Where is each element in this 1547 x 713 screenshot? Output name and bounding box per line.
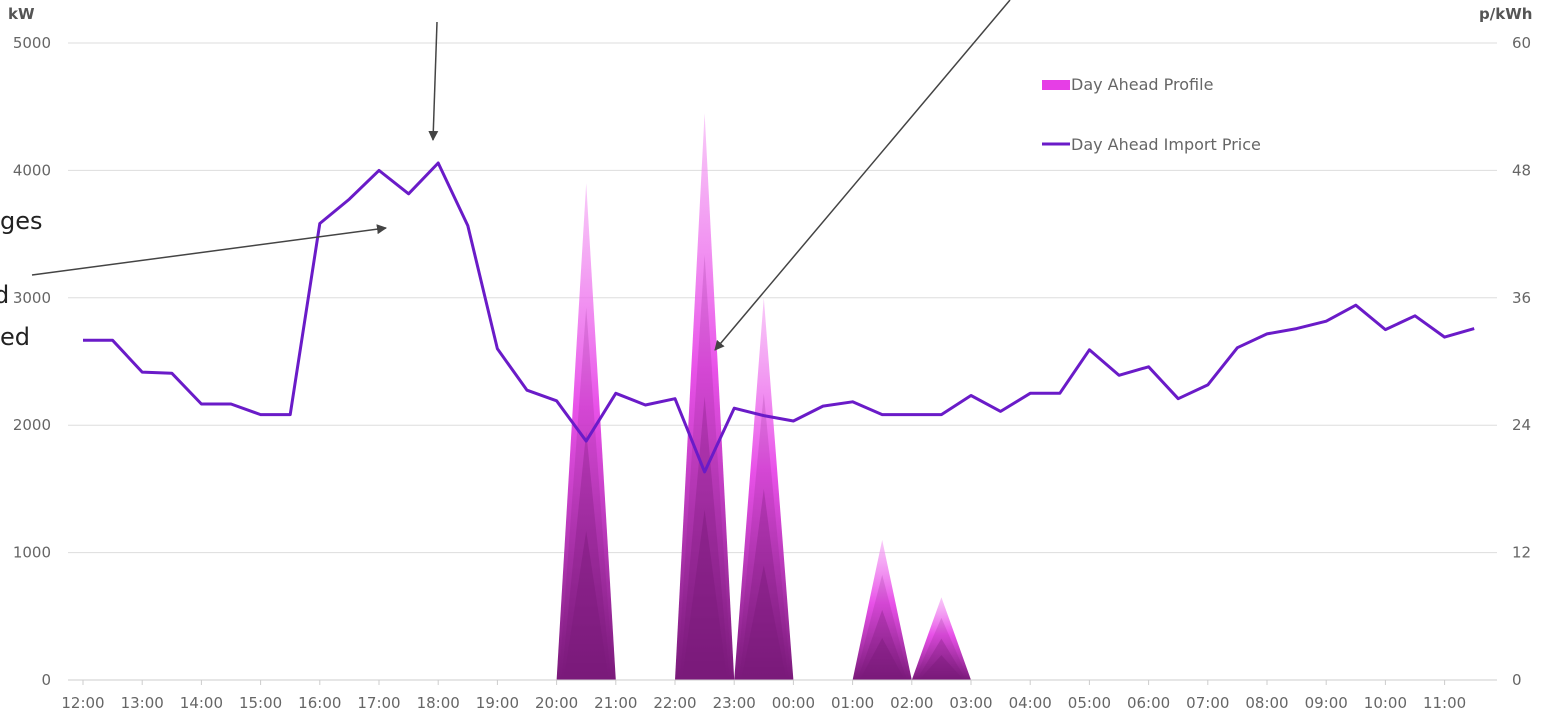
- y-right-tick-label: 48: [1512, 161, 1531, 179]
- y-right-tick-label: 24: [1512, 416, 1531, 434]
- legend-label-profile: Day Ahead Profile: [1071, 75, 1213, 94]
- annotation-text-1: ges: [0, 207, 43, 235]
- x-tick-label: 08:00: [1245, 694, 1288, 712]
- gridlines: [68, 43, 1497, 553]
- x-tick-label: 12:00: [61, 694, 104, 712]
- x-tick-label: 19:00: [476, 694, 519, 712]
- x-tick-label: 02:00: [890, 694, 933, 712]
- x-tick-label: 13:00: [121, 694, 164, 712]
- x-tick-label: 07:00: [1186, 694, 1229, 712]
- y-left-tick-label: 1000: [13, 544, 51, 562]
- x-tick-label: 21:00: [594, 694, 637, 712]
- y-left-tick-label: 0: [41, 671, 51, 689]
- legend-label-price: Day Ahead Import Price: [1071, 135, 1261, 154]
- y-left-tick-label: 3000: [13, 289, 51, 307]
- x-tick-label: 09:00: [1305, 694, 1348, 712]
- x-tick-label: 23:00: [713, 694, 756, 712]
- x-tick-label: 15:00: [239, 694, 282, 712]
- annotations: ges d ed: [0, 0, 1010, 351]
- x-tick-label: 01:00: [831, 694, 874, 712]
- legend: Day Ahead Profile Day Ahead Import Price: [1042, 75, 1261, 154]
- y-left-unit-label: kW: [8, 5, 35, 23]
- y-right-tick-label: 0: [1512, 671, 1522, 689]
- x-tick-label: 20:00: [535, 694, 578, 712]
- x-tick-label: 00:00: [772, 694, 815, 712]
- annotation-text-3: ed: [0, 323, 30, 351]
- x-tick-label: 16:00: [298, 694, 341, 712]
- x-tick-label: 14:00: [180, 694, 223, 712]
- y-left-tick-label: 2000: [13, 416, 51, 434]
- x-tick-label: 06:00: [1127, 694, 1170, 712]
- x-tick-label: 05:00: [1068, 694, 1111, 712]
- y-right-tick-label: 12: [1512, 544, 1531, 562]
- y-left-tick-label: 4000: [13, 161, 51, 179]
- legend-swatch-profile: [1042, 80, 1070, 90]
- annotation-text-2: d: [0, 281, 9, 309]
- profile-area-layer: [557, 113, 971, 680]
- x-tick-label: 18:00: [417, 694, 460, 712]
- y-right-tick-label: 36: [1512, 289, 1531, 307]
- x-tick-label: 03:00: [949, 694, 992, 712]
- x-tick-label: 04:00: [1009, 694, 1052, 712]
- annotation-arrow-left: [32, 228, 386, 275]
- y-right-tick-label: 60: [1512, 34, 1531, 52]
- x-tick-label: 22:00: [653, 694, 696, 712]
- x-tick-label: 17:00: [357, 694, 400, 712]
- x-tick-label: 11:00: [1423, 694, 1466, 712]
- y-right-unit-label: p/kWh: [1479, 5, 1532, 23]
- y-left-tick-label: 5000: [13, 34, 51, 52]
- x-tick-label: 10:00: [1364, 694, 1407, 712]
- annotation-arrow-top: [433, 22, 437, 140]
